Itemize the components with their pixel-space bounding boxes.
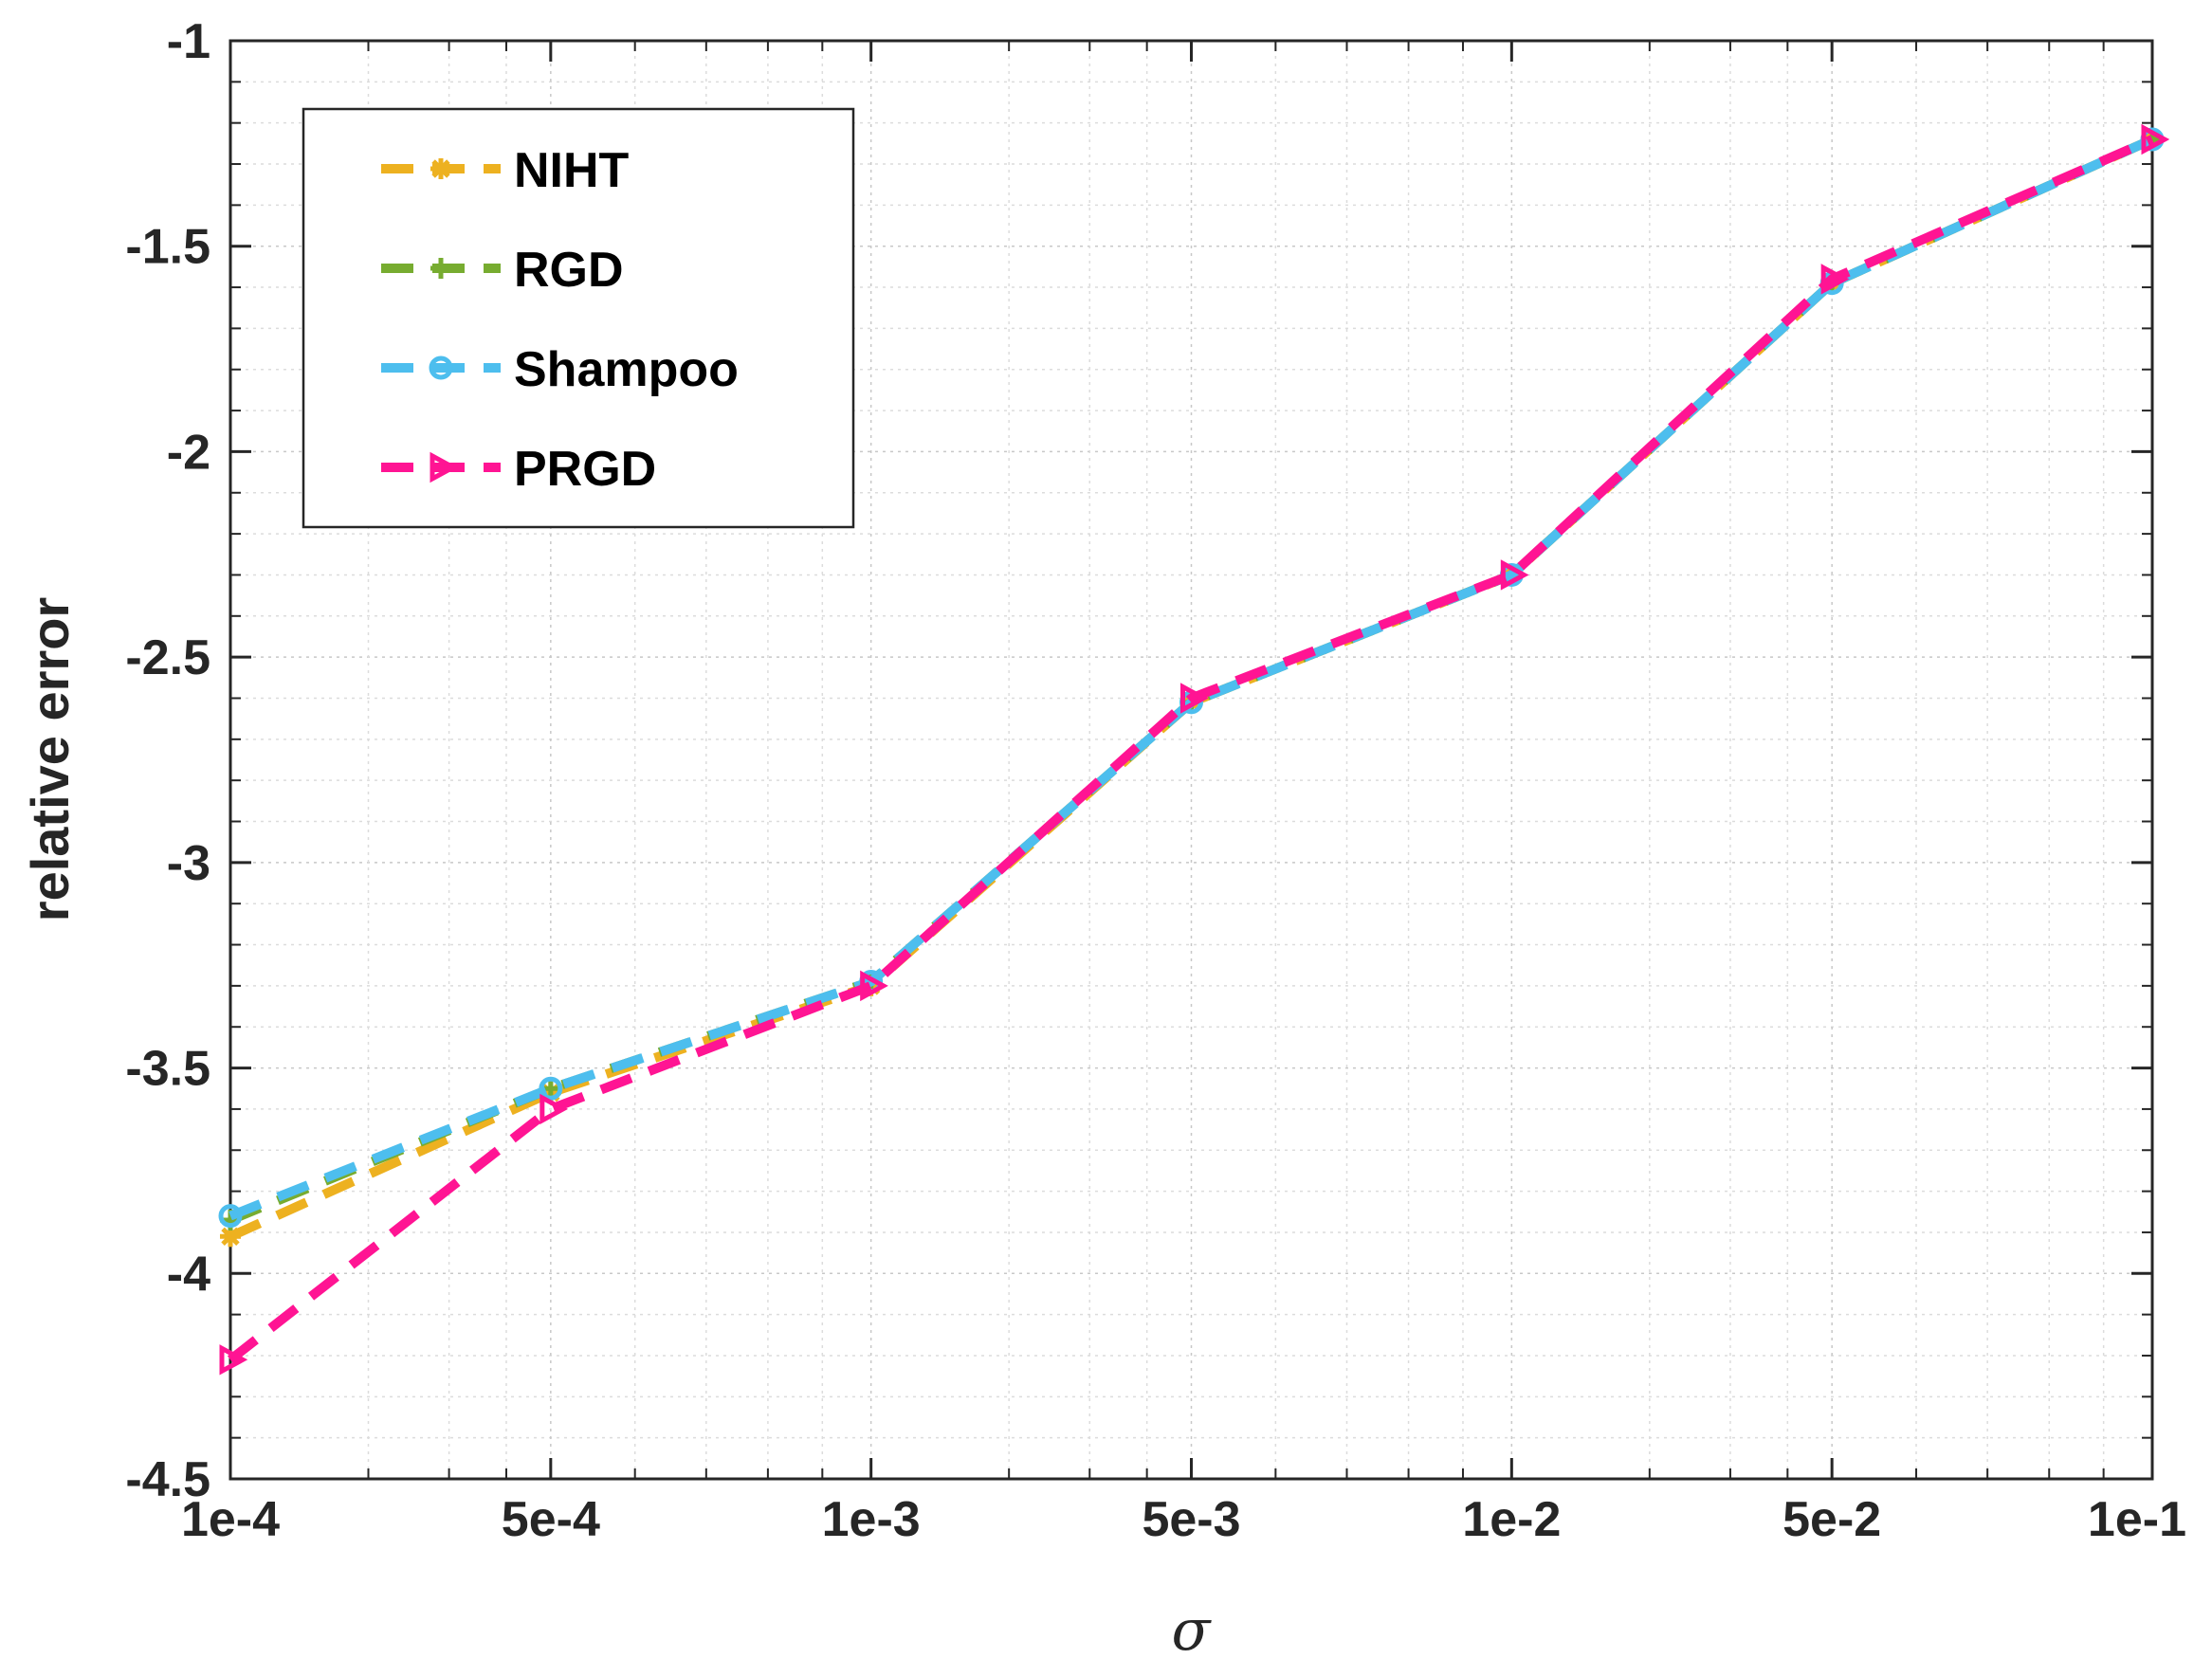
x-tick-labels: 1e-4 5e-4 1e-3 5e-3 1e-2 5e-2 1e-1: [181, 1492, 2186, 1547]
series-prgd: [219, 123, 2170, 1376]
legend-entry-niht: NIHT: [381, 143, 630, 198]
data-point-prgd: [860, 970, 888, 1002]
data-point-prgd: [539, 1093, 569, 1125]
legend-label-niht: NIHT: [514, 143, 630, 198]
y-tick-label: -2: [167, 425, 210, 480]
legend-entry-shampoo: Shampoo: [381, 342, 739, 397]
legend-label-prgd: PRGD: [514, 442, 656, 497]
data-point-prgd: [1500, 559, 1529, 591]
y-axis-label: relative error: [20, 597, 80, 921]
legend-entry-prgd: PRGD: [381, 442, 656, 497]
data-point-shampoo: [539, 1076, 563, 1101]
data-point-prgd: [1820, 264, 1850, 295]
y-tick-label: -2.5: [125, 630, 210, 685]
legend-entry-rgd: RGD: [381, 243, 624, 298]
y-tick-label: -1: [167, 14, 210, 69]
x-tick-label: 5e-3: [1142, 1492, 1240, 1547]
data-point-shampoo: [218, 1204, 243, 1229]
legend-box: [302, 107, 855, 529]
legend-marker-shampoo: [429, 356, 453, 380]
x-tick-label: 1e-3: [822, 1492, 921, 1547]
legend-marker-prgd: [430, 451, 459, 483]
x-tick-label: 5e-2: [1782, 1492, 1881, 1547]
y-tick-label: -1.5: [125, 220, 210, 275]
legend-marker-niht: [430, 158, 451, 179]
data-point-niht: [220, 1226, 241, 1248]
series-line-prgd: [227, 135, 2154, 1364]
x-tick-label: 1e-2: [1462, 1492, 1561, 1547]
data-point-prgd: [2141, 123, 2170, 155]
x-tick-label: 1e-1: [2088, 1492, 2186, 1547]
legend-label-rgd: RGD: [514, 243, 624, 298]
data-point-prgd: [219, 1344, 248, 1376]
legend-marker-rgd: [430, 258, 451, 279]
y-tick-labels: -1 -1.5 -2 -2.5 -3 -3.5 -4 -4.5: [125, 14, 210, 1507]
data-point-prgd: [1180, 683, 1209, 714]
axis-ticks: [229, 39, 2154, 1481]
legend-label-shampoo: Shampoo: [514, 342, 739, 397]
series-layer: [218, 123, 2170, 1376]
y-tick-label: -3: [167, 836, 210, 891]
x-tick-label: 1e-4: [181, 1492, 280, 1547]
y-tick-label: -3.5: [125, 1042, 210, 1097]
x-axis-label: σ: [1172, 1597, 1213, 1659]
x-tick-label: 5e-4: [502, 1492, 600, 1547]
y-tick-label: -4: [167, 1247, 210, 1302]
legend: NIHT RGD Shampoo PRGD: [302, 107, 855, 529]
y-tick-label: -4.5: [125, 1452, 210, 1507]
